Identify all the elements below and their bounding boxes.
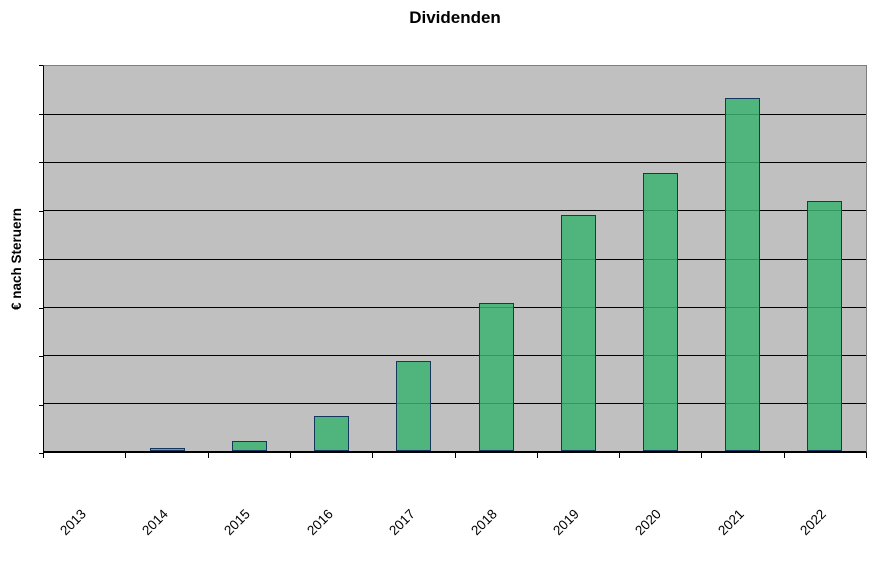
x-axis-label-2018: 2018	[468, 506, 500, 539]
bar-2016	[314, 416, 349, 451]
x-axis-tick	[455, 453, 456, 458]
gridline	[44, 403, 866, 404]
x-axis-label-2021: 2021	[715, 506, 747, 539]
x-axis-label-2022: 2022	[797, 506, 829, 539]
x-axis-label-2020: 2020	[632, 506, 664, 539]
x-axis-label-2014: 2014	[139, 506, 171, 539]
bar-2018	[479, 303, 514, 451]
bar-2014	[150, 448, 185, 451]
y-axis-tick	[39, 162, 43, 163]
y-axis-label: € nach Steruern	[8, 207, 24, 311]
y-axis-tick	[39, 114, 43, 115]
bar-2019	[561, 215, 596, 451]
bar-2022	[807, 201, 842, 451]
y-axis-tick	[39, 453, 43, 454]
x-axis-tick	[866, 453, 867, 458]
bar-2017	[396, 361, 431, 451]
y-axis-tick	[39, 65, 43, 66]
x-axis-tick	[125, 453, 126, 458]
x-axis-label-2016: 2016	[304, 506, 336, 539]
plot-area	[43, 65, 867, 453]
bar-2021	[725, 98, 760, 451]
y-axis-tick	[39, 259, 43, 260]
x-axis-tick	[619, 453, 620, 458]
x-axis-tick	[784, 453, 785, 458]
y-axis-tick	[39, 308, 43, 309]
x-axis-tick	[208, 453, 209, 458]
gridline	[44, 162, 866, 163]
bar-2015	[232, 441, 267, 451]
y-axis-tick	[39, 211, 43, 212]
gridline	[44, 259, 866, 260]
x-axis-tick	[372, 453, 373, 458]
y-axis-label-container: € nach Steruern	[2, 65, 30, 453]
gridline	[44, 307, 866, 308]
x-axis-tick	[537, 453, 538, 458]
x-axis-tick	[701, 453, 702, 458]
y-axis-tick	[39, 405, 43, 406]
bar-2020	[643, 173, 678, 451]
x-axis-label-2017: 2017	[386, 506, 418, 539]
gridline	[44, 114, 866, 115]
gridline	[44, 210, 866, 211]
x-axis-label-2013: 2013	[57, 506, 89, 539]
gridline	[44, 355, 866, 356]
x-axis-label-2019: 2019	[550, 506, 582, 539]
x-axis-label-2015: 2015	[221, 506, 253, 539]
x-axis-tick	[290, 453, 291, 458]
chart-title: Dividenden	[409, 8, 501, 27]
y-axis-tick	[39, 356, 43, 357]
x-axis-tick	[43, 453, 44, 458]
